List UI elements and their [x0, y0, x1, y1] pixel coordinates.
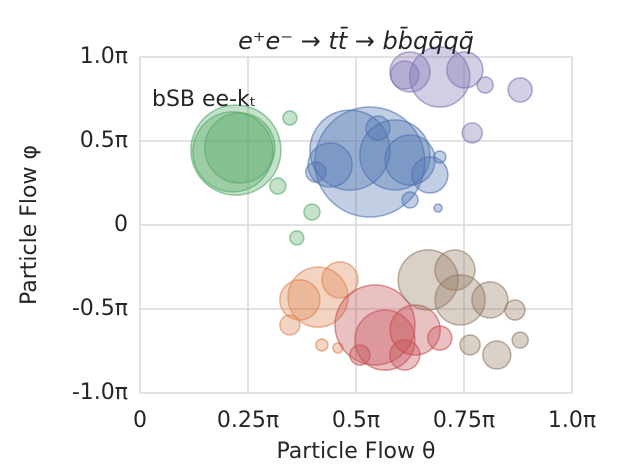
bubble — [427, 325, 453, 351]
bubble — [390, 60, 420, 90]
bubble — [303, 203, 321, 221]
bubble — [190, 104, 282, 196]
bubble — [461, 122, 483, 144]
bubble — [365, 115, 391, 141]
bubble — [389, 339, 421, 371]
x-axis-label: Particle Flow θ — [277, 439, 436, 464]
y-tick-label: -0.5π — [72, 296, 128, 321]
bubble — [482, 340, 512, 370]
bubble — [471, 281, 509, 319]
bubble — [434, 249, 476, 291]
bubble — [401, 191, 419, 209]
x-tick-label: 0.25π — [217, 408, 279, 433]
bubble — [504, 299, 526, 321]
chart-title: e⁺e⁻ → tt̄ → bb̄qq̄qq̄ — [238, 26, 474, 55]
bubble — [433, 150, 447, 164]
bubble — [476, 76, 494, 94]
x-tick-label: 0 — [133, 408, 147, 433]
bubble — [389, 304, 441, 356]
y-tick-label: 1.0π — [80, 44, 128, 69]
bubble — [289, 230, 305, 246]
x-tick-label: 1.0π — [548, 408, 596, 433]
bubble — [397, 249, 459, 311]
bubble — [315, 338, 329, 352]
bubble — [279, 314, 301, 336]
bubble — [282, 110, 298, 126]
bubble — [411, 156, 449, 194]
bubble — [433, 203, 443, 213]
bubble — [409, 46, 471, 108]
bubble — [287, 266, 349, 328]
bubble — [279, 279, 321, 321]
x-tick-label: 0.75π — [433, 408, 495, 433]
bubble — [269, 177, 287, 195]
y-tick-label: -1.0π — [72, 380, 128, 405]
bubble — [459, 334, 481, 356]
y-tick-label: 0.5π — [80, 128, 128, 153]
bubble — [446, 51, 484, 89]
bubble — [511, 331, 529, 349]
bubble — [204, 112, 276, 184]
bubble — [434, 274, 486, 326]
bubble — [321, 261, 359, 299]
y-tick-label: 0 — [114, 212, 128, 237]
y-axis-label: Particle Flow φ — [17, 145, 42, 305]
bubble — [349, 344, 371, 366]
bubble — [507, 77, 533, 103]
bubble — [305, 161, 327, 183]
x-tick-label: 0.5π — [332, 408, 380, 433]
bubble — [192, 111, 274, 193]
annotation: bSB ee-kₜ — [152, 87, 256, 112]
